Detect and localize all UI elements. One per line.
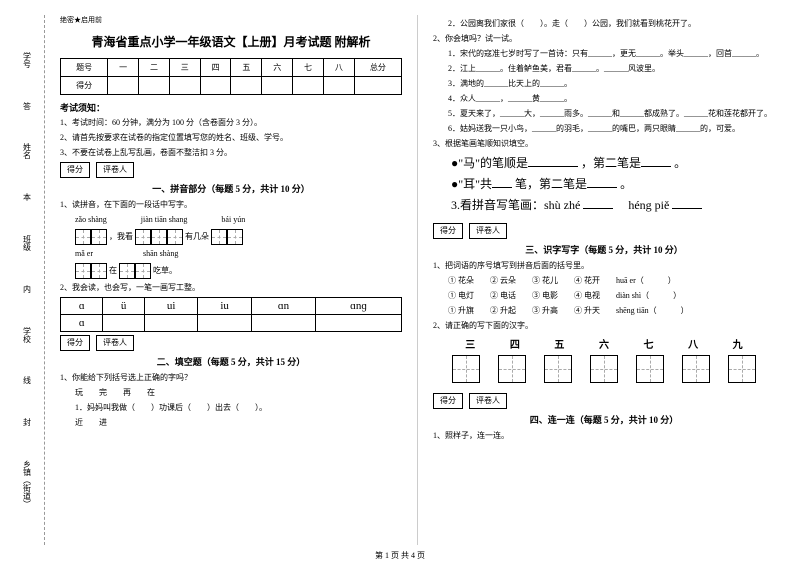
sidebar-note: 线 (22, 366, 33, 394)
fill-line: 2．江上______。住着鲈鱼美，君看______。______风波里。 (433, 63, 775, 75)
score-box: 得分 (433, 223, 463, 239)
grader-box: 评卷人 (469, 223, 507, 239)
question: 1、照样子，连一连。 (433, 430, 775, 442)
page-footer: 第 1 页 共 4 页 (0, 550, 800, 561)
fill-line: 6．姑妈送我一只小鸟，______的羽毛，______的嘴巴，两只眼睛_____… (433, 123, 775, 135)
main-title: 青海省重点小学一年级语文【上册】月考试题 附解析 (60, 33, 402, 50)
table-row: 题号 一 二 三 四 五 六 七 八 总分 (61, 59, 402, 77)
option-row: ① 升旗 ② 升起 ③ 升高 ④ 升天 shēng tiān（ ） (433, 305, 775, 317)
grader-box: 评卷人 (96, 162, 134, 178)
score-box-row: 得分 评卷人 (433, 223, 775, 239)
notice-line: 2、请首先按要求在试卷的指定位置填写您的姓名、班级、学号。 (60, 132, 402, 144)
question: 1、你能给下列括号选上正确的字吗？ (60, 372, 402, 384)
grader-box: 评卷人 (469, 393, 507, 409)
sidebar-note: 答 (22, 92, 33, 120)
score-box-row: 得分 评卷人 (60, 335, 402, 351)
writing-grid (433, 355, 775, 383)
question: 1、读拼音，在下面的一段话中写字。 (60, 199, 402, 211)
sidebar-note: 内 (22, 275, 33, 303)
score-box: 得分 (60, 162, 90, 178)
pinyin-row: zǎo shàng jiàn tiān shang bái yún (60, 214, 402, 226)
question: 2、你会填吗？试一试。 (433, 33, 775, 45)
question: 2、我会读，也会写，一笔一画写工整。 (60, 282, 402, 294)
table-row: 得分 (61, 77, 402, 95)
score-box: 得分 (60, 335, 90, 351)
fill-line: 4．众人______，______黄______。 (433, 93, 775, 105)
pinyin-table: ɑ ü ui iu ɑn ɑnɡ ɑ (60, 297, 402, 332)
sidebar-note: 封 (22, 408, 33, 436)
score-box-row: 得分 评卷人 (433, 393, 775, 409)
sidebar-label: 姓名 (22, 133, 33, 169)
section-3-title: 三、识字写字（每题 5 分，共计 10 分） (433, 243, 775, 256)
score-box: 得分 (433, 393, 463, 409)
notice-line: 3、不要在试卷上乱写乱画，卷面不整洁扣 3 分。 (60, 147, 402, 159)
word-bank: 玩 完 再 在 (60, 387, 402, 399)
grid-row: ，我看 有几朵 (60, 229, 402, 245)
sidebar-label: 班级 (22, 225, 33, 261)
section-1-title: 一、拼音部分（每题 5 分，共计 10 分） (60, 182, 402, 195)
option-row: ① 花朵 ② 云朵 ③ 花儿 ④ 花开 huā er（ ） (433, 275, 775, 287)
section-2-title: 二、填空题（每题 5 分，共计 15 分） (60, 355, 402, 368)
stroke-line: ●"耳"共 笔，第二笔是 。 (451, 175, 775, 192)
pinyin-row: mǎ er shān shàng (60, 248, 402, 260)
grid-row: 在 吃草。 (60, 263, 402, 279)
fill-line: 2．公园离我们家很（ ）。走（ ）公园，我们就看到桃花开了。 (433, 18, 775, 30)
fill-line: 1．宋代的寇准七岁时写了一首诗：只有______，更无______。举头____… (433, 48, 775, 60)
score-table: 题号 一 二 三 四 五 六 七 八 总分 得分 (60, 58, 402, 95)
secret-label: 绝密★启用前 (60, 15, 402, 25)
word-bank: 近 进 (60, 417, 402, 429)
sidebar-label: 学号 (22, 42, 33, 78)
right-column: 2．公园离我们家很（ ）。走（ ）公园，我们就看到桃花开了。 2、你会填吗？试一… (418, 15, 790, 545)
fill-line: 3．满地的______比天上的______。 (433, 78, 775, 90)
section-4-title: 四、连一连（每题 5 分，共计 10 分） (433, 413, 775, 426)
fill-line: 1．妈妈叫我做（ ）功课后（ ）出去（ ）。 (60, 402, 402, 414)
question: 3、根据笔画笔顺知识填空。 (433, 138, 775, 150)
binding-sidebar: 学号 答 姓名 本 班级 内 学校 线 封 乡镇（街道） (10, 15, 45, 545)
char-list: 三 四 五 六 七 八 九 (433, 336, 775, 351)
sidebar-label: 学校 (22, 317, 33, 353)
question: 2、请正确的写下面的汉字。 (433, 320, 775, 332)
sidebar-note: 本 (22, 183, 33, 211)
fill-line: 5．夏天来了，______大，______雨多。______和______都成熟… (433, 108, 775, 120)
stroke-line: ●"马"的笔顺是 ，第二笔是 。 (451, 154, 775, 171)
score-box-row: 得分 评卷人 (60, 162, 402, 178)
notice-title: 考试须知： (60, 101, 402, 114)
question: 1、把词语的序号填写到拼音后面的括号里。 (433, 260, 775, 272)
sidebar-label: 乡镇（街道） (22, 450, 33, 518)
notice-line: 1、考试时间：60 分钟，满分为 100 分（含卷面分 3 分）。 (60, 117, 402, 129)
grader-box: 评卷人 (96, 335, 134, 351)
stroke-line: 3.看拼音写笔画：shù zhé héng piě (451, 196, 775, 213)
option-row: ① 电灯 ② 电话 ③ 电影 ④ 电视 diàn shì（ ） (433, 290, 775, 302)
left-column: 绝密★启用前 青海省重点小学一年级语文【上册】月考试题 附解析 题号 一 二 三… (45, 15, 418, 545)
